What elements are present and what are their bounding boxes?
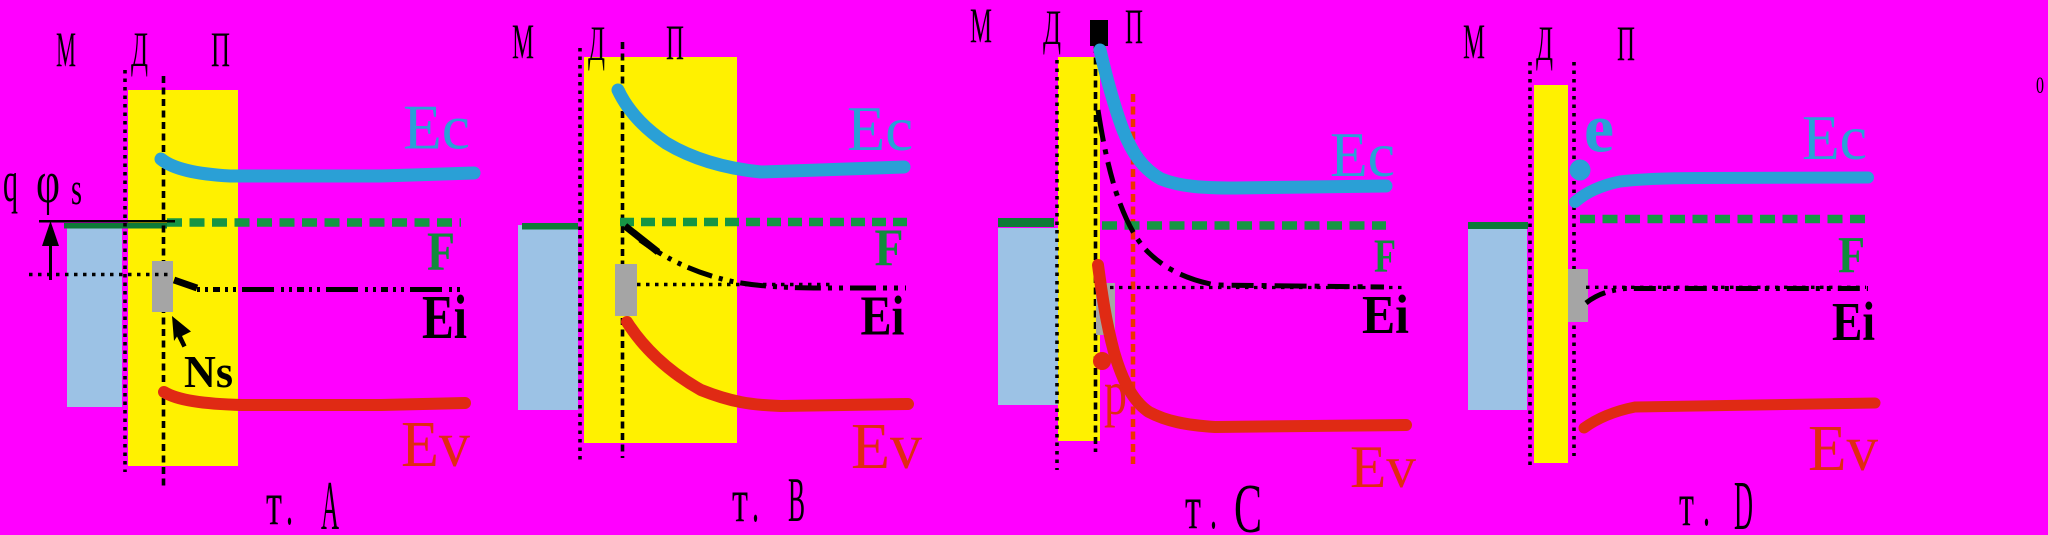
svg-text:F: F: [1374, 230, 1396, 283]
svg-text:Ns: Ns: [184, 346, 233, 397]
svg-text:Ei: Ei: [422, 284, 467, 352]
svg-text:т: т: [1679, 471, 1694, 535]
svg-text:П: П: [1125, 0, 1143, 54]
svg-text:Ec: Ec: [1802, 102, 1867, 173]
svg-text:s: s: [71, 163, 82, 214]
svg-text:Ev: Ev: [1808, 412, 1878, 485]
svg-text:.: .: [1703, 471, 1710, 535]
svg-text:.: .: [1210, 474, 1217, 535]
svg-text:e: e: [1584, 91, 1614, 168]
svg-text:В: В: [788, 464, 805, 535]
svg-text:М: М: [512, 13, 534, 69]
svg-text:D: D: [1734, 468, 1753, 535]
svg-text:Ec: Ec: [847, 93, 913, 164]
svg-text:Ei: Ei: [1832, 291, 1875, 352]
svg-text:Д: Д: [1536, 15, 1553, 71]
svg-text:т: т: [1185, 474, 1201, 535]
svg-text:Ec: Ec: [1330, 119, 1395, 190]
svg-text:φ: φ: [36, 149, 60, 215]
svg-text:М: М: [56, 21, 76, 77]
svg-text:F: F: [1838, 227, 1865, 284]
svg-text:p: p: [1104, 357, 1127, 428]
svg-text:Ei: Ei: [861, 286, 905, 348]
svg-text:Ei: Ei: [1362, 284, 1409, 345]
svg-text:А: А: [321, 468, 339, 535]
svg-text:т: т: [266, 470, 282, 535]
svg-text:F: F: [427, 221, 455, 282]
svg-text:М: М: [970, 0, 992, 53]
svg-text:М: М: [1463, 13, 1485, 69]
svg-text:П: П: [666, 14, 684, 70]
svg-text:П: П: [211, 21, 230, 77]
svg-text:П: П: [1617, 15, 1635, 71]
svg-text:.: .: [752, 467, 759, 535]
svg-text:Д: Д: [588, 15, 605, 71]
svg-text:Ev: Ev: [851, 410, 922, 483]
svg-text:С: С: [1234, 471, 1262, 535]
svg-text:Д: Д: [1043, 0, 1061, 55]
svg-text:F: F: [875, 220, 904, 278]
svg-text:Ev: Ev: [1350, 434, 1416, 500]
svg-text:0: 0: [2036, 73, 2044, 98]
svg-text:Д: Д: [131, 21, 148, 77]
svg-text:.: .: [286, 470, 293, 535]
svg-text:q: q: [3, 149, 18, 214]
svg-text:Ec: Ec: [403, 92, 470, 163]
svg-text:Ev: Ev: [401, 408, 470, 481]
svg-text:т: т: [732, 467, 748, 535]
